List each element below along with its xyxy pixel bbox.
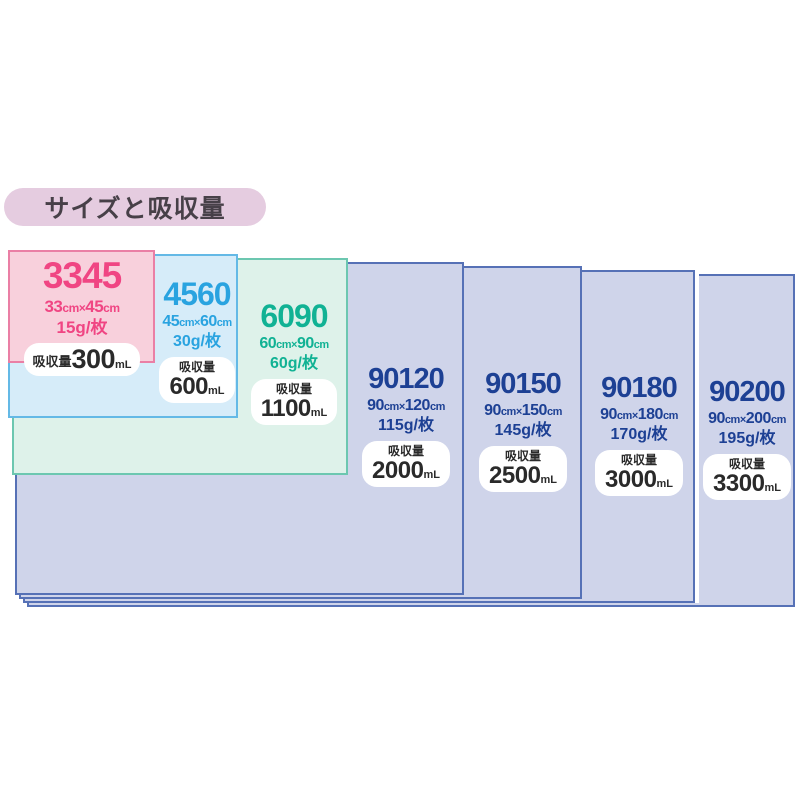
absorbency-unit: mL xyxy=(764,481,781,494)
absorbency-value: 2000 xyxy=(372,456,424,484)
sheet-label-90200: 90200 90cm×200cm 195g/枚 吸収量 3300mL xyxy=(700,378,794,500)
absorbency-value: 1100 xyxy=(260,394,312,422)
product-weight: 170g/枚 xyxy=(610,426,668,444)
absorbency-label: 吸収量 xyxy=(728,456,765,471)
product-code: 4560 xyxy=(163,276,231,312)
sheet-label-90150: 90150 90cm×150cm 145g/枚 吸収量 2500mL xyxy=(467,370,579,492)
absorbency-pill: 吸収量300mL xyxy=(24,343,140,376)
product-dimensions: 90cm×120cm xyxy=(367,397,445,414)
absorbency-unit: mL xyxy=(310,406,328,419)
sheet-label-90120: 90120 90cm×120cm 115g/枚 吸収量 2000mL xyxy=(350,365,462,487)
absorbency-unit: mL xyxy=(208,384,225,397)
sheet-label-90180: 90180 90cm×180cm 170g/枚 吸収量 3000mL xyxy=(584,374,694,496)
absorbency-value: 3000 xyxy=(605,465,657,493)
sheet-label-3345: 3345 33cm×45cm 15g/枚 吸収量300mL xyxy=(12,257,152,376)
product-code: 6090 xyxy=(260,298,328,334)
absorbency-unit: mL xyxy=(540,473,557,486)
product-dimensions: 60cm×90cm xyxy=(259,335,329,352)
product-dimensions: 45cm×60cm xyxy=(162,313,232,330)
absorbency-pill: 吸収量 3000mL xyxy=(595,449,683,496)
product-weight: 195g/枚 xyxy=(718,430,776,448)
product-code: 3345 xyxy=(42,255,122,296)
absorbency-unit: mL xyxy=(423,468,440,481)
absorbency-value: 2500 xyxy=(489,461,541,489)
absorbency-pill: 吸収量 1100mL xyxy=(250,378,338,425)
absorbency-unit: mL xyxy=(115,359,132,372)
product-weight: 30g/枚 xyxy=(172,333,222,351)
product-code: 90200 xyxy=(709,376,786,408)
absorbency-value: 3300 xyxy=(713,469,765,497)
product-dimensions: 33cm×45cm xyxy=(44,297,120,316)
absorbency-label: 吸収量 xyxy=(387,443,424,458)
absorbency-value: 600 xyxy=(169,372,209,400)
sheet-label-6090: 6090 60cm×90cm 60g/枚 吸収量 1100mL xyxy=(242,300,346,425)
absorbency-label: 吸収量 xyxy=(275,381,312,396)
product-weight: 15g/枚 xyxy=(56,317,108,337)
product-weight: 60g/枚 xyxy=(269,355,319,373)
absorbency-unit: mL xyxy=(656,477,673,490)
absorbency-value: 300 xyxy=(71,344,116,375)
absorbency-pill: 吸収量 600mL xyxy=(159,356,235,403)
absorbency-pill: 吸収量 3300mL xyxy=(703,453,791,500)
product-dimensions: 90cm×180cm xyxy=(600,406,678,423)
absorbency-label: 吸収量 xyxy=(504,448,541,463)
product-code: 90120 xyxy=(368,363,445,395)
absorbency-pill: 吸収量 2000mL xyxy=(362,440,450,487)
product-code: 90150 xyxy=(485,368,562,400)
absorbency-label: 吸収量 xyxy=(32,354,72,370)
absorbency-pill: 吸収量 2500mL xyxy=(479,445,567,492)
product-weight: 145g/枚 xyxy=(494,422,552,440)
product-code: 90180 xyxy=(601,372,678,404)
sheet-label-4560: 4560 45cm×60cm 30g/枚 吸収量 600mL xyxy=(156,278,238,403)
absorbency-label: 吸収量 xyxy=(178,359,215,374)
sheet-gap-divider xyxy=(695,274,699,603)
product-dimensions: 90cm×200cm xyxy=(708,410,786,427)
product-dimensions: 90cm×150cm xyxy=(484,402,562,419)
absorbency-label: 吸収量 xyxy=(620,452,657,467)
product-weight: 115g/枚 xyxy=(377,417,435,435)
diagram-title: サイズと吸収量 xyxy=(4,188,266,226)
